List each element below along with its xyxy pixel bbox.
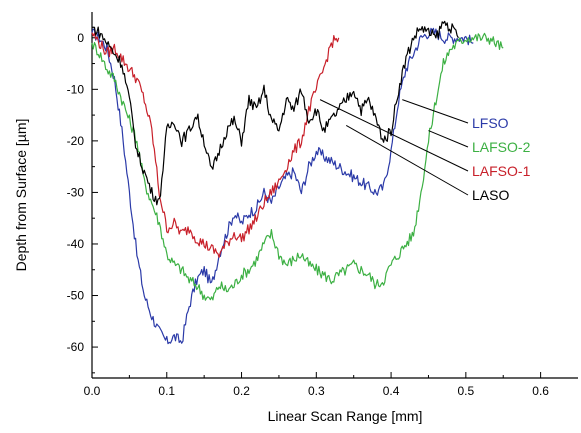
x-tick-label: 0.5	[458, 384, 475, 398]
y-axis-title: Depth from Surface [µm]	[13, 119, 29, 272]
x-tick-label: 0.1	[158, 384, 175, 398]
y-tick-label: 0	[77, 31, 84, 45]
y-axis-ticks: 0 -10 -20 -30 -40 -50 -60	[67, 31, 98, 374]
series-line-lfso	[91, 27, 474, 345]
y-tick-label: -30	[67, 185, 85, 199]
x-axis-title: Linear Scan Range [mm]	[268, 408, 423, 424]
legend-label-laso: LASO	[472, 187, 509, 203]
legend-leader-line	[428, 130, 469, 148]
plot-frame	[91, 12, 578, 379]
legend-leader-line	[345, 124, 469, 196]
series-line-lafso-2	[91, 32, 504, 301]
legend-label-lafso-2: LAFSO-2	[472, 139, 531, 155]
series-line-lafso-1	[91, 32, 340, 258]
legend-leader-line	[402, 99, 469, 124]
series-layer	[91, 20, 504, 345]
x-tick-label: 0.3	[308, 384, 325, 398]
x-tick-label: 0.6	[532, 384, 549, 398]
legend-leader-line	[319, 99, 469, 172]
x-tick-label: 0.4	[383, 384, 400, 398]
legend: LFSO LAFSO-2 LAFSO-1 LASO	[319, 99, 531, 203]
y-tick-label: -50	[67, 289, 85, 303]
series-line-laso	[91, 20, 459, 206]
y-tick-label: -20	[67, 134, 85, 148]
legend-label-lfso: LFSO	[472, 115, 509, 131]
y-tick-label: -60	[67, 340, 85, 354]
x-axis-ticks: 0.0 0.1 0.2 0.3 0.4 0.5 0.6	[84, 372, 549, 398]
y-tick-label: -10	[67, 82, 85, 96]
legend-label-lafso-1: LAFSO-1	[472, 163, 531, 179]
x-tick-label: 0.0	[84, 384, 101, 398]
x-tick-label: 0.2	[233, 384, 250, 398]
y-tick-label: -40	[67, 237, 85, 251]
